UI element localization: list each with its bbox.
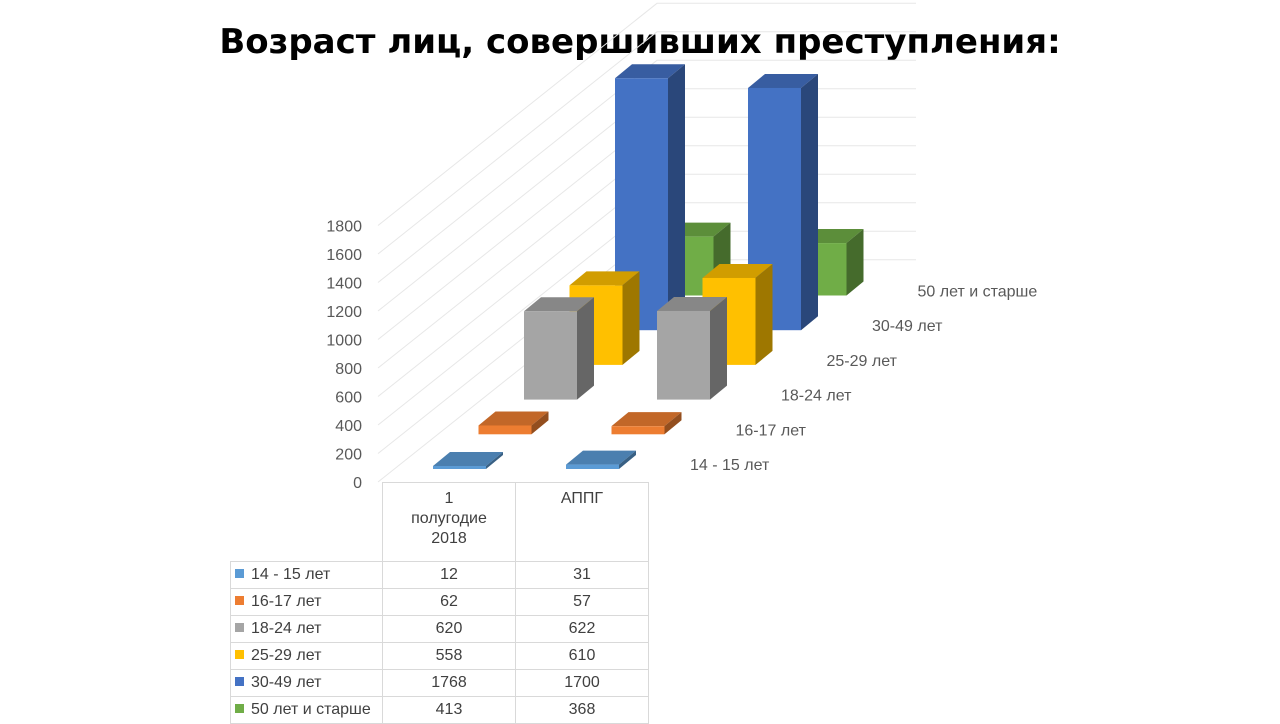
bar-side bbox=[801, 73, 818, 331]
table-row: 14 - 15 лет 12 31 bbox=[230, 561, 649, 589]
bar-top bbox=[569, 271, 640, 286]
bar bbox=[524, 297, 594, 400]
depth-axis-label: 25-29 лет bbox=[827, 353, 898, 370]
chart-title: Возраст лиц, совершивших преступления: bbox=[219, 22, 1061, 62]
table-series-name: 16-17 лет bbox=[230, 588, 383, 616]
gridline bbox=[377, 59, 916, 283]
y-tick-label: 800 bbox=[335, 361, 362, 378]
table-cell-value: 57 bbox=[515, 588, 649, 616]
table-series-name: 18-24 лет bbox=[230, 615, 383, 643]
bar bbox=[657, 296, 727, 400]
bar-front bbox=[611, 426, 665, 435]
table-series-name: 14 - 15 лет bbox=[230, 561, 383, 589]
bar-front bbox=[524, 311, 577, 400]
legend-key bbox=[235, 596, 244, 605]
bar-side bbox=[755, 263, 773, 365]
table-cell-value: 62 bbox=[382, 588, 516, 616]
bar-top bbox=[524, 297, 594, 312]
table-cell-value: 413 bbox=[382, 696, 516, 724]
bar-side bbox=[486, 452, 503, 469]
y-tick-label: 200 bbox=[335, 447, 362, 464]
bar bbox=[566, 450, 636, 469]
bar-front bbox=[433, 466, 486, 469]
bar bbox=[611, 412, 682, 435]
bar bbox=[478, 411, 549, 435]
depth-axis-label: 16-17 лет bbox=[736, 422, 807, 439]
legend-key bbox=[235, 677, 244, 686]
bar bbox=[433, 452, 503, 469]
bar-side bbox=[577, 297, 594, 400]
y-tick-label: 1200 bbox=[326, 304, 362, 321]
bar-side bbox=[619, 450, 636, 469]
table-row: 25-29 лет 558 610 bbox=[230, 642, 649, 670]
table-row: 18-24 лет 620 622 bbox=[230, 615, 649, 643]
bar-top bbox=[748, 73, 818, 88]
bar-top bbox=[702, 263, 773, 278]
table-series-name: 50 лет и старше bbox=[230, 696, 383, 724]
table-series-name: 25-29 лет bbox=[230, 642, 383, 670]
bar-top bbox=[433, 452, 503, 466]
table-row: 30-49 лет 1768 1700 bbox=[230, 669, 649, 697]
bar-side bbox=[622, 271, 640, 365]
table-corner bbox=[230, 482, 383, 562]
y-tick-label: 1800 bbox=[326, 219, 362, 236]
table-cell-value: 1768 bbox=[382, 669, 516, 697]
bar-front bbox=[657, 310, 710, 400]
bar-side bbox=[710, 296, 727, 400]
table-row: 16-17 лет 62 57 bbox=[230, 588, 649, 616]
bar-side bbox=[531, 411, 549, 435]
table-row: 50 лет и старше 413 368 bbox=[230, 696, 649, 724]
table-cell-value: 620 bbox=[382, 615, 516, 643]
legend-key bbox=[235, 704, 244, 713]
table-cell-value: 1700 bbox=[515, 669, 649, 697]
depth-axis-label: 50 лет и старше bbox=[918, 284, 1038, 301]
y-tick-label: 1000 bbox=[326, 333, 362, 350]
depth-axis-label: 18-24 лет bbox=[781, 388, 852, 405]
y-tick-label: 1400 bbox=[326, 276, 362, 293]
table-series-name: 30-49 лет bbox=[230, 669, 383, 697]
table-cell-value: 622 bbox=[515, 615, 649, 643]
y-tick-label: 600 bbox=[335, 390, 362, 407]
depth-axis: 14 - 15 лет 16-17 лет 18-24 лет 25-29 лет 30… bbox=[690, 284, 1037, 475]
gridline bbox=[377, 31, 916, 255]
y-tick-label: 1600 bbox=[326, 247, 362, 264]
legend-key bbox=[235, 569, 244, 578]
table-cell-value: 558 bbox=[382, 642, 516, 670]
bar-side bbox=[846, 229, 864, 296]
table-cell-value: 31 bbox=[515, 561, 649, 589]
y-tick-label: 400 bbox=[335, 418, 362, 435]
gridline bbox=[377, 2, 916, 226]
legend-key bbox=[235, 650, 244, 659]
legend-key bbox=[235, 623, 244, 632]
bar-top bbox=[478, 411, 549, 426]
bar-top bbox=[615, 64, 685, 79]
table-header-row: 1 полугодие 2018 АППГ bbox=[230, 482, 649, 562]
data-table: 1 полугодие 2018 АППГ 14 - 15 лет 12 31 16-17 л… bbox=[230, 482, 649, 724]
bars bbox=[433, 64, 864, 469]
table-cell-value: 12 bbox=[382, 561, 516, 589]
bar-top bbox=[611, 412, 682, 427]
depth-axis-label: 14 - 15 лет bbox=[690, 457, 770, 474]
table-cell-value: 610 bbox=[515, 642, 649, 670]
bar-front bbox=[478, 425, 532, 435]
bar-top bbox=[566, 450, 636, 465]
bar-front bbox=[566, 464, 619, 469]
table-cell-value: 368 bbox=[515, 696, 649, 724]
bar-top bbox=[657, 296, 727, 311]
table-column-header: 1 полугодие 2018 bbox=[382, 482, 516, 562]
bar-side bbox=[664, 412, 682, 435]
table-column-header: АППГ bbox=[515, 482, 649, 562]
depth-axis-label: 30-49 лет bbox=[872, 318, 943, 335]
bar-side bbox=[668, 64, 685, 331]
